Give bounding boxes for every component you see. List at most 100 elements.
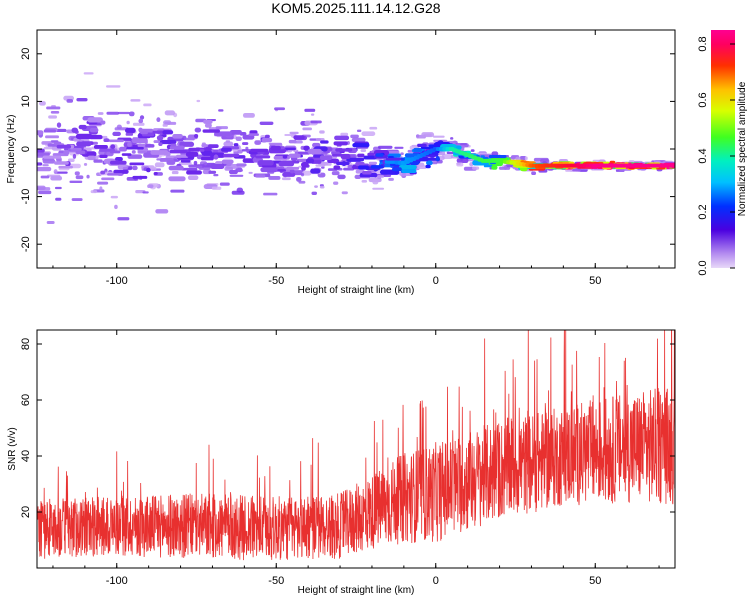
spectrogram-cell [242, 134, 255, 140]
spectrogram-cell [171, 171, 179, 175]
spectrogram-cell [288, 153, 301, 158]
spectrogram-cell [215, 126, 229, 130]
spectrogram-cell [335, 148, 353, 152]
spectrogram-cell [75, 150, 86, 155]
spectrogram-cell [43, 129, 57, 133]
spectrogram-cell [296, 158, 308, 163]
spectrogram-cell [503, 165, 508, 170]
snr-frame [36, 329, 676, 569]
spectrogram-cell [233, 151, 239, 155]
spectrogram-cell [336, 162, 350, 165]
spectrogram-cell [255, 174, 266, 178]
spectrogram-cell [429, 153, 436, 158]
spectrogram-cell [99, 186, 103, 192]
spectrogram-cell [388, 155, 394, 159]
spectrogram-cell [42, 164, 49, 167]
spectrogram-cell [310, 120, 322, 124]
spectrogram-cell [286, 166, 300, 170]
spectrogram-cell [333, 181, 339, 185]
spectrogram-cell [263, 192, 278, 196]
spectrogram-cell [211, 186, 222, 190]
spectrogram-cell [142, 191, 149, 194]
spectrogram-cell [110, 195, 118, 199]
spectrogram-cell [138, 118, 144, 124]
spectrogram-cell [126, 146, 144, 150]
colorbar-tick-label: 0.2 [697, 204, 709, 219]
spectrogram-ridge-cell [672, 163, 675, 168]
spectrogram-cell [88, 134, 103, 140]
spectrogram-cell [47, 174, 61, 177]
spectrogram-cell [425, 164, 431, 169]
spectrogram-cell [201, 150, 213, 156]
spectrogram-cell [37, 166, 52, 172]
spectrogram-cell [261, 138, 273, 143]
spectrogram-cell [351, 137, 366, 142]
spectrogram-cell [162, 130, 174, 135]
spectrogram-cell [38, 190, 52, 195]
spectrogram-cell [379, 169, 396, 175]
spectrogram-cell [168, 165, 184, 171]
spectrogram-cell [268, 176, 281, 180]
spectrogram-cell [378, 145, 393, 149]
spectrogram-cell [114, 204, 118, 210]
spectrogram-cell [385, 158, 402, 161]
spectrogram-cell [233, 143, 239, 147]
spectrogram-cell [200, 156, 214, 161]
x-tick-label: 50 [589, 575, 601, 587]
y-tick-label: 80 [20, 338, 32, 350]
spectrogram-cell [300, 172, 305, 177]
y-tick-label: 40 [20, 450, 32, 462]
y-tick-label: 10 [20, 95, 32, 107]
spectrogram-cell [249, 130, 258, 135]
spectrogram-cell [143, 103, 152, 107]
spectrogram-cell [72, 153, 77, 159]
spectrogram-cell [145, 144, 155, 148]
spectrogram-cell [100, 170, 106, 175]
spectrogram-cell [213, 173, 219, 177]
spectrogram-cell [114, 127, 129, 131]
spectrogram-cell [127, 141, 132, 148]
spectrogram-cell [170, 189, 185, 193]
spectrogram-cell [296, 176, 302, 182]
spectrogram-cell [156, 117, 161, 123]
spectrogram-cell [90, 190, 98, 194]
spectrogram-cell [109, 150, 121, 154]
spectrogram-cell [350, 134, 359, 139]
spectrogram-cell [99, 154, 108, 159]
spectrogram-cell [103, 138, 110, 143]
spectrogram-cell [78, 124, 87, 130]
spectrogram-cell [128, 111, 135, 117]
spectrogram-cell [54, 171, 68, 174]
spectrogram-cell [86, 174, 90, 179]
spectrogram-cell [245, 146, 249, 150]
spectrogram-cell [54, 141, 62, 146]
spectrogram-cell [130, 99, 141, 102]
figure-title: KOM5.2025.111.14.12.G28 [271, 0, 440, 16]
spectrogram-cell [93, 159, 103, 163]
colorbar: 0.0 0.2 0.4 0.6 0.8 Normalized spectral ampl… [697, 30, 748, 276]
spectrogram-cell [278, 161, 295, 167]
spectrogram-cell [108, 139, 124, 143]
x-tick-label: -50 [268, 275, 284, 287]
spectrogram-cell [394, 146, 404, 149]
spectrogram-cell [132, 122, 145, 126]
spectrogram-cell [372, 179, 379, 185]
spectrogram-cell [488, 154, 507, 159]
spectrogram-cell [248, 171, 253, 174]
y-tick-label: -10 [20, 189, 32, 205]
spectrogram-cell [400, 152, 404, 155]
spectrogram-cell [83, 162, 88, 166]
spectrogram-cell [107, 173, 123, 176]
spectrogram-cell [181, 167, 198, 171]
spectrogram-cell [331, 150, 342, 155]
spectrogram-cell [131, 137, 148, 144]
spectrogram-cell [40, 175, 50, 179]
spectrogram-cell [43, 155, 62, 159]
spectrogram-cell [63, 149, 70, 156]
spectrogram-cell [153, 171, 158, 176]
spectrogram-cell [307, 148, 322, 155]
spectrogram-cell [341, 191, 348, 195]
spectrogram-cell [456, 162, 464, 167]
spectrogram-cell [46, 106, 61, 110]
spectrogram-cell [225, 163, 239, 169]
